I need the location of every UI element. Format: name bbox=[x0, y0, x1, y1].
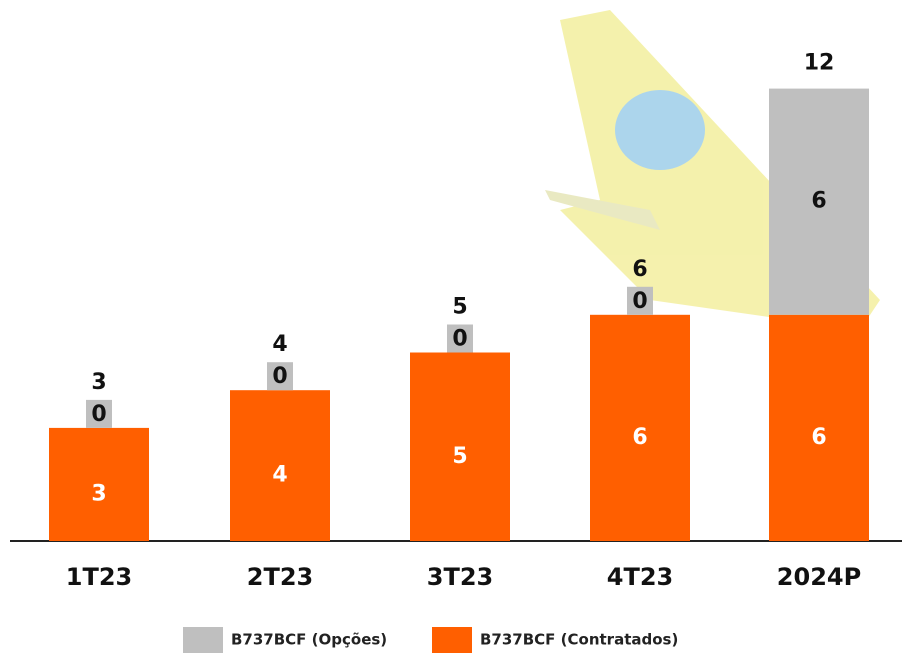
legend-swatch bbox=[183, 627, 223, 653]
total-label: 3 bbox=[91, 370, 106, 395]
bar-segment bbox=[769, 314, 869, 541]
legend-label: B737BCF (Opções) bbox=[231, 631, 387, 649]
value-label: 6 bbox=[811, 189, 826, 214]
zero-label-box bbox=[267, 362, 293, 391]
bar-segment bbox=[49, 427, 149, 541]
total-label: 4 bbox=[272, 332, 287, 357]
total-label: 6 bbox=[632, 257, 647, 282]
total-label: 12 bbox=[804, 51, 835, 76]
bar-segment bbox=[590, 314, 690, 541]
zero-label-box bbox=[86, 399, 112, 428]
bar-segment bbox=[230, 390, 330, 541]
x-tick-label: 2T23 bbox=[247, 563, 313, 591]
zero-label-box bbox=[627, 286, 653, 315]
bar-segment bbox=[769, 88, 869, 315]
value-label: 6 bbox=[632, 425, 647, 450]
x-tick-label: 4T23 bbox=[607, 563, 673, 591]
x-tick-label: 3T23 bbox=[427, 563, 493, 591]
legend-label: B737BCF (Contratados) bbox=[480, 631, 678, 649]
value-label: 0 bbox=[632, 289, 647, 314]
value-label: 3 bbox=[91, 481, 106, 506]
total-label: 5 bbox=[452, 295, 467, 320]
x-tick-label: 2024P bbox=[777, 563, 861, 591]
zero-label-box bbox=[447, 324, 473, 353]
value-label: 4 bbox=[272, 463, 287, 488]
value-label: 0 bbox=[91, 402, 106, 427]
bar-segment bbox=[410, 352, 510, 541]
legend-swatch bbox=[432, 627, 472, 653]
value-label: 5 bbox=[452, 444, 467, 469]
value-label: 6 bbox=[811, 425, 826, 450]
value-label: 0 bbox=[272, 364, 287, 389]
value-label: 0 bbox=[452, 327, 467, 352]
x-tick-label: 1T23 bbox=[66, 563, 132, 591]
